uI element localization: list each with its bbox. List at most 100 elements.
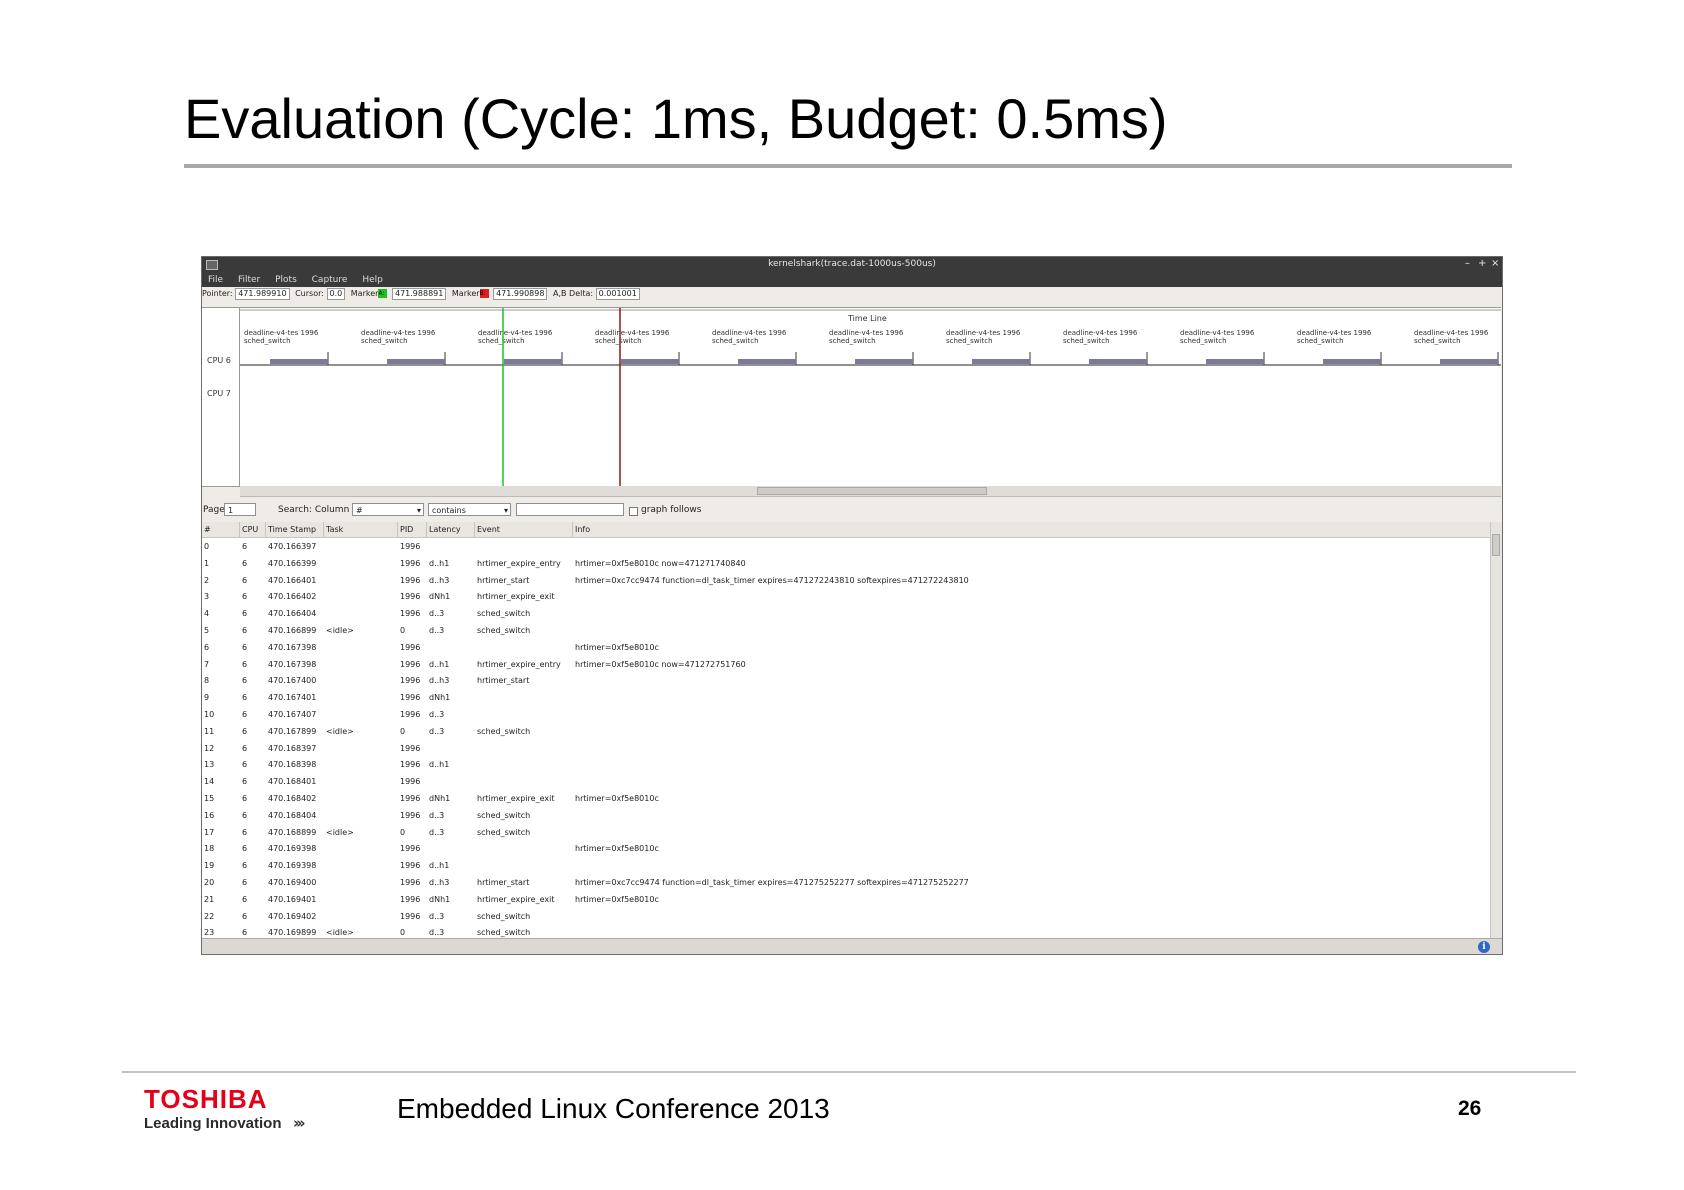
table-row[interactable]: 23 6 470.169899 <idle> 0 d..3 sched_switch [202,924,1490,938]
column-header[interactable]: Latency [427,522,475,537]
table-cell: 6 [242,844,248,854]
menu-filter[interactable]: Filter [237,275,261,285]
table-row[interactable]: 8 6 470.167400 1996 d..h3 hrtimer_start [202,672,1490,689]
event-label: sched_switch [1063,337,1110,345]
task-run-bar [1089,359,1147,364]
match-select-value: contains [432,506,466,515]
status-bar: i [202,938,1502,954]
table-row[interactable]: 13 6 470.168398 1996 d..h1 [202,756,1490,773]
table-row[interactable]: 7 6 470.167398 1996 d..h1 hrtimer_expire_entr… [202,656,1490,673]
trace-graph[interactable]: CPU 6 CPU 7 Time Line deadline-v4-tes 19… [202,307,1501,487]
table-scrollbar-thumb[interactable] [1492,534,1500,556]
table-cell: 7 [204,659,210,669]
table-row[interactable]: 14 6 470.168401 1996 [202,773,1490,790]
table-row[interactable]: 11 6 470.167899 <idle> 0 d..3 sched_switch [202,723,1490,740]
event-label: deadline-v4-tes 1996 [478,329,553,337]
table-cell: dNh1 [429,794,451,803]
graph-follows-checkbox[interactable] [629,507,638,516]
table-cell: hrtimer_expire_exit [477,894,555,904]
maximize-button[interactable]: + [1478,258,1487,269]
table-row[interactable]: 9 6 470.167401 1996 dNh1 [202,689,1490,706]
table-cell: d..3 [429,827,445,837]
close-button[interactable]: × [1491,258,1500,269]
column-header[interactable]: Task [324,522,398,537]
task-run-bar [1206,359,1264,364]
menu-file[interactable]: File [208,275,224,285]
table-cell: d..3 [429,609,445,619]
search-input[interactable] [516,503,624,516]
event-table[interactable]: 0 6 470.166397 1996 1 6 470.166399 1996 d..h1 hrt… [202,538,1490,938]
event-label: sched_switch [712,337,759,345]
table-row[interactable]: 20 6 470.169400 1996 d..h3 hrtimer_start hrtim… [202,874,1490,891]
table-row[interactable]: 10 6 470.167407 1996 d..3 [202,706,1490,723]
table-cell: 1996 [400,861,421,871]
graph-canvas[interactable]: deadline-v4-tes 1996 sched_switch deadline… [240,308,1501,486]
table-row[interactable]: 18 6 470.169398 1996 hrtimer=0xf5e8010c [202,840,1490,857]
table-cell: hrtimer=0xf5e8010c [575,794,659,803]
table-row[interactable]: 16 6 470.168404 1996 d..3 sched_switch [202,807,1490,824]
graph-horizontal-scrollbar[interactable] [240,486,1501,497]
table-cell: 1996 [400,794,421,803]
table-cell: 470.167400 [268,676,317,686]
table-cell: 1996 [400,693,421,703]
table-cell: hrtimer=0xf5e8010c [575,844,659,854]
table-cell: 6 [242,827,248,837]
table-row[interactable]: 5 6 470.166899 <idle> 0 d..3 sched_switch [202,622,1490,639]
table-cell: sched_switch [477,810,531,820]
event-label: sched_switch [829,337,876,345]
column-select[interactable]: # ▾ [352,503,424,516]
table-row[interactable]: 3 6 470.166402 1996 dNh1 hrtimer_expire_exit [202,588,1490,605]
event-label: sched_switch [361,337,408,345]
column-header[interactable]: Event [475,522,573,537]
table-cell: 470.169401 [268,894,317,904]
table-cell: d..h1 [429,558,450,568]
table-row[interactable]: 17 6 470.168899 <idle> 0 d..3 sched_switch [202,824,1490,841]
table-row[interactable]: 21 6 470.169401 1996 dNh1 hrtimer_expire_exit… [202,891,1490,908]
table-row[interactable]: 0 6 470.166397 1996 [202,538,1490,555]
column-header[interactable]: PID [398,522,427,537]
column-header[interactable]: Info [575,525,591,534]
table-row[interactable]: 2 6 470.166401 1996 d..h3 hrtimer_start hrtime… [202,572,1490,589]
table-cell: 6 [242,810,248,820]
table-cell: 12 [204,743,215,753]
table-cell: 470.166402 [268,592,317,602]
table-header: # CPU Time Stamp Task PID Latency Event … [202,522,1490,538]
page-label: Page [203,505,225,515]
menu-plots[interactable]: Plots [275,275,297,285]
event-label: deadline-v4-tes 1996 [244,329,319,337]
match-select[interactable]: contains ▾ [428,503,511,516]
info-icon[interactable]: i [1478,941,1490,953]
page-value: 1 [228,506,234,515]
table-cell: dNh1 [429,592,451,602]
table-cell: 5 [204,626,210,635]
table-cell: 470.167398 [268,659,317,669]
menu-capture[interactable]: Capture [311,275,348,285]
table-cell: hrtimer=0xc7cc9474 function=dl_task_time… [575,575,969,585]
table-row[interactable]: 4 6 470.166404 1996 d..3 sched_switch [202,605,1490,622]
menu-help[interactable]: Help [362,275,383,285]
table-row[interactable]: 1 6 470.166399 1996 d..h1 hrtimer_expire_entr… [202,555,1490,572]
table-cell: 6 [242,642,248,652]
graph-scrollbar-thumb[interactable] [757,487,987,495]
column-header[interactable]: CPU [240,522,266,537]
marker-a-button[interactable]: A: [378,289,388,298]
table-cell: d..3 [429,710,445,719]
event-label: sched_switch [1180,337,1227,345]
search-bar: Page 1 Search: Column # ▾ contains ▾ graph… [202,500,1502,520]
table-row[interactable]: 6 6 470.167398 1996 hrtimer=0xf5e8010c [202,639,1490,656]
table-cell: 6 [242,542,248,551]
page-spinbox[interactable]: 1 [224,503,256,516]
table-row[interactable]: 22 6 470.169402 1996 d..3 sched_switch [202,908,1490,925]
minimize-button[interactable]: – [1465,258,1470,269]
table-cell: d..h1 [429,861,450,871]
column-header[interactable]: Time Stamp [266,522,324,537]
kernelshark-window: kernelshark(trace.dat-1000us-500us) – + … [201,256,1503,955]
table-cell: 15 [204,794,215,803]
table-row[interactable]: 12 6 470.168397 1996 [202,740,1490,757]
table-row[interactable]: 19 6 470.169398 1996 d..h1 [202,857,1490,874]
marker-b-button[interactable]: B: [479,289,489,298]
table-vertical-scrollbar[interactable] [1490,522,1502,938]
column-header[interactable]: # [202,522,240,537]
table-row[interactable]: 15 6 470.168402 1996 dNh1 hrtimer_expire_exit… [202,790,1490,807]
event-label: deadline-v4-tes 1996 [946,329,1021,337]
